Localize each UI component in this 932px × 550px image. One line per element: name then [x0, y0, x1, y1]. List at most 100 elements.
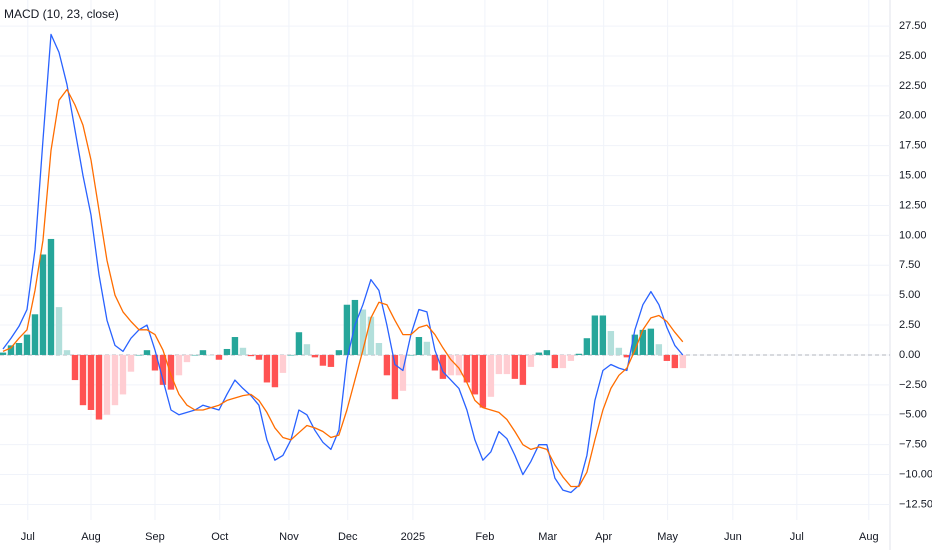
- x-tick-label: Jul: [21, 531, 35, 543]
- histogram-bar: [303, 344, 311, 355]
- histogram-bar: [327, 354, 335, 367]
- x-tick-label: Apr: [595, 531, 612, 543]
- y-tick-label: 10.00: [899, 229, 927, 241]
- histogram-bar: [127, 354, 135, 372]
- histogram-bar: [639, 329, 647, 355]
- histogram-bar: [15, 342, 23, 355]
- histogram-bar: [95, 354, 103, 420]
- histogram-bar: [655, 344, 663, 355]
- x-tick-label: Feb: [475, 531, 494, 543]
- histogram-bar: [279, 354, 287, 373]
- histogram-bar: [135, 354, 143, 356]
- histogram-bar: [271, 354, 279, 388]
- histogram-bar: [575, 353, 583, 355]
- histogram-bar: [263, 354, 271, 383]
- histogram-bar: [391, 354, 399, 400]
- histogram-bar: [119, 354, 127, 395]
- histogram-bar: [311, 354, 319, 358]
- y-tick-label: −12.50: [899, 498, 932, 510]
- histogram-bar: [359, 309, 367, 355]
- histogram-bar: [167, 354, 175, 390]
- y-tick-label: −7.50: [899, 439, 927, 451]
- y-tick-label: 2.50: [899, 319, 920, 331]
- x-tick-label: Nov: [279, 531, 299, 543]
- histogram-bar: [607, 331, 615, 355]
- histogram-bar: [223, 348, 231, 355]
- histogram-bar: [671, 354, 679, 369]
- histogram-bar: [335, 350, 343, 355]
- y-tick-label: 27.50: [899, 20, 927, 32]
- histogram-bar: [71, 354, 79, 381]
- histogram-bar: [679, 354, 687, 369]
- histogram-bar: [247, 354, 255, 357]
- y-tick-label: 5.00: [899, 289, 920, 301]
- histogram-bar: [543, 350, 551, 355]
- y-tick-label: 0.00: [899, 349, 920, 361]
- histogram-bar: [207, 354, 215, 356]
- x-tick-label: Sep: [145, 531, 165, 543]
- histogram-bar: [519, 354, 527, 385]
- histogram-bar: [55, 307, 63, 355]
- histogram-bar: [535, 352, 543, 355]
- histogram-bar: [343, 304, 351, 355]
- y-tick-label: 12.50: [899, 199, 927, 211]
- histogram-bar: [47, 238, 55, 355]
- histogram-bar: [599, 315, 607, 355]
- histogram-bar: [583, 338, 591, 355]
- histogram-bar: [663, 354, 671, 361]
- histogram-bar: [143, 350, 151, 355]
- x-tick-label: 2025: [401, 531, 425, 543]
- y-tick-label: 7.50: [899, 259, 920, 271]
- y-tick-label: 17.50: [899, 140, 927, 152]
- x-tick-label: Jul: [790, 531, 804, 543]
- histogram-bar: [623, 354, 631, 358]
- histogram-bar: [439, 354, 447, 379]
- histogram-bar: [431, 354, 439, 371]
- x-tick-label: May: [657, 531, 678, 543]
- histogram-bar: [63, 350, 71, 355]
- histogram-bar: [631, 334, 639, 355]
- y-tick-label: −5.00: [899, 409, 927, 421]
- histogram-bar: [423, 341, 431, 355]
- y-tick-label: 20.00: [899, 110, 927, 122]
- histogram-bar: [183, 354, 191, 363]
- histogram-bar: [87, 354, 95, 410]
- histogram-bar: [151, 354, 159, 371]
- histogram-bar: [511, 354, 519, 379]
- histogram-bar: [407, 354, 415, 356]
- histogram-bar: [503, 354, 511, 375]
- macd-line: [2, 33, 684, 494]
- y-tick-label: 25.00: [899, 50, 927, 62]
- histogram-bar: [487, 354, 495, 397]
- x-tick-label: Oct: [211, 531, 228, 543]
- histogram-bar: [527, 354, 535, 367]
- histogram-bar: [0, 352, 7, 355]
- histogram-bar: [495, 354, 503, 375]
- histogram-bar: [23, 334, 31, 355]
- histogram-bar: [191, 354, 199, 356]
- y-tick-label: 22.50: [899, 80, 927, 92]
- histogram-bar: [455, 354, 463, 376]
- histogram-bar: [111, 354, 119, 406]
- histogram-bar: [199, 350, 207, 355]
- histogram-bar: [479, 354, 487, 408]
- histogram-bar: [375, 342, 383, 355]
- x-tick-label: Jun: [724, 531, 742, 543]
- histogram-bar: [39, 254, 47, 355]
- histogram-bar: [31, 314, 39, 355]
- histogram-bar: [215, 354, 223, 360]
- histogram-bar: [567, 354, 575, 361]
- x-tick-label: Aug: [859, 531, 879, 543]
- histogram-bar: [295, 332, 303, 355]
- indicator-legend: MACD (10, 23, close): [4, 7, 119, 21]
- y-tick-label: −10.00: [899, 468, 932, 480]
- histogram-bar: [287, 354, 295, 356]
- x-tick-label: Dec: [338, 531, 358, 543]
- histogram-bar: [239, 347, 247, 355]
- histogram-bar: [551, 354, 559, 369]
- histogram-bar: [7, 345, 15, 355]
- histogram-bar: [463, 354, 471, 383]
- histogram-bar: [471, 354, 479, 395]
